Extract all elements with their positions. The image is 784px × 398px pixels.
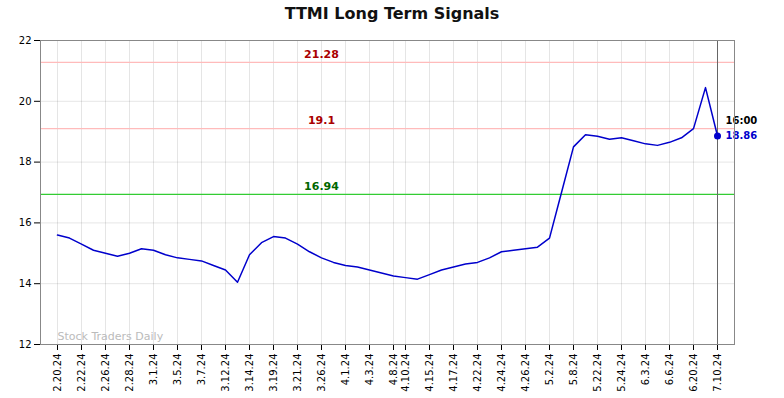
svg-text:3.5.24: 3.5.24	[172, 354, 183, 386]
svg-text:4.22.24: 4.22.24	[472, 354, 483, 392]
svg-text:4.17.24: 4.17.24	[448, 354, 459, 392]
svg-text:16: 16	[19, 217, 32, 228]
svg-text:4.3.24: 4.3.24	[364, 354, 375, 386]
svg-text:14: 14	[19, 278, 32, 289]
svg-text:3.14.24: 3.14.24	[244, 354, 255, 392]
svg-text:3.26.24: 3.26.24	[316, 354, 327, 392]
svg-text:3.12.24: 3.12.24	[220, 354, 231, 392]
svg-text:7.10.24: 7.10.24	[712, 354, 723, 392]
svg-text:22: 22	[19, 35, 32, 46]
svg-text:6.6.24: 6.6.24	[664, 354, 675, 386]
svg-text:5.2.24: 5.2.24	[544, 354, 555, 386]
svg-text:2.22.24: 2.22.24	[76, 354, 87, 392]
svg-text:20: 20	[19, 96, 32, 107]
svg-text:5.24.24: 5.24.24	[616, 354, 627, 392]
svg-text:5.8.24: 5.8.24	[568, 354, 579, 386]
svg-text:6.3.24: 6.3.24	[640, 354, 651, 386]
svg-text:4.8.24: 4.8.24	[388, 354, 399, 386]
svg-text:2.28.24: 2.28.24	[124, 354, 135, 392]
svg-text:21.28: 21.28	[304, 48, 339, 61]
svg-text:4.15.24: 4.15.24	[424, 354, 435, 392]
svg-text:2.20.24: 2.20.24	[52, 354, 63, 392]
html-text:TTMI Long Term Signals: TTMI Long Term Signals	[284, 4, 500, 23]
svg-text:12: 12	[19, 339, 32, 350]
svg-text:2.26.24: 2.26.24	[100, 354, 111, 392]
svg-text:4.26.24: 4.26.24	[520, 354, 531, 392]
svg-text:6.20.24: 6.20.24	[688, 354, 699, 392]
svg-text:3.21.24: 3.21.24	[292, 354, 303, 392]
svg-text:18: 18	[19, 156, 32, 167]
svg-text:19.1: 19.1	[308, 114, 335, 127]
svg-text:3.19.24: 3.19.24	[268, 354, 279, 392]
svg-text:5.22.24: 5.22.24	[592, 354, 603, 392]
svg-text:Stock Traders Daily: Stock Traders Daily	[58, 330, 164, 343]
svg-text:18.86: 18.86	[726, 130, 758, 141]
svg-text:3.1.24: 3.1.24	[148, 354, 159, 386]
svg-text:4.10.24: 4.10.24	[400, 354, 411, 392]
svg-text:4.24.24: 4.24.24	[496, 354, 507, 392]
svg-text:16:00: 16:00	[726, 115, 758, 126]
svg-text:4.1.24: 4.1.24	[340, 354, 351, 386]
svg-text:3.7.24: 3.7.24	[196, 354, 207, 386]
svg-text:16.94: 16.94	[304, 180, 339, 193]
